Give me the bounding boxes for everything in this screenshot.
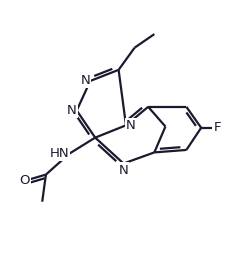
Text: N: N xyxy=(67,104,77,117)
Text: O: O xyxy=(20,174,30,187)
Text: N: N xyxy=(126,119,136,132)
Text: HN: HN xyxy=(50,147,69,160)
Text: N: N xyxy=(119,164,129,176)
Text: N: N xyxy=(81,75,90,87)
Text: F: F xyxy=(213,121,221,134)
